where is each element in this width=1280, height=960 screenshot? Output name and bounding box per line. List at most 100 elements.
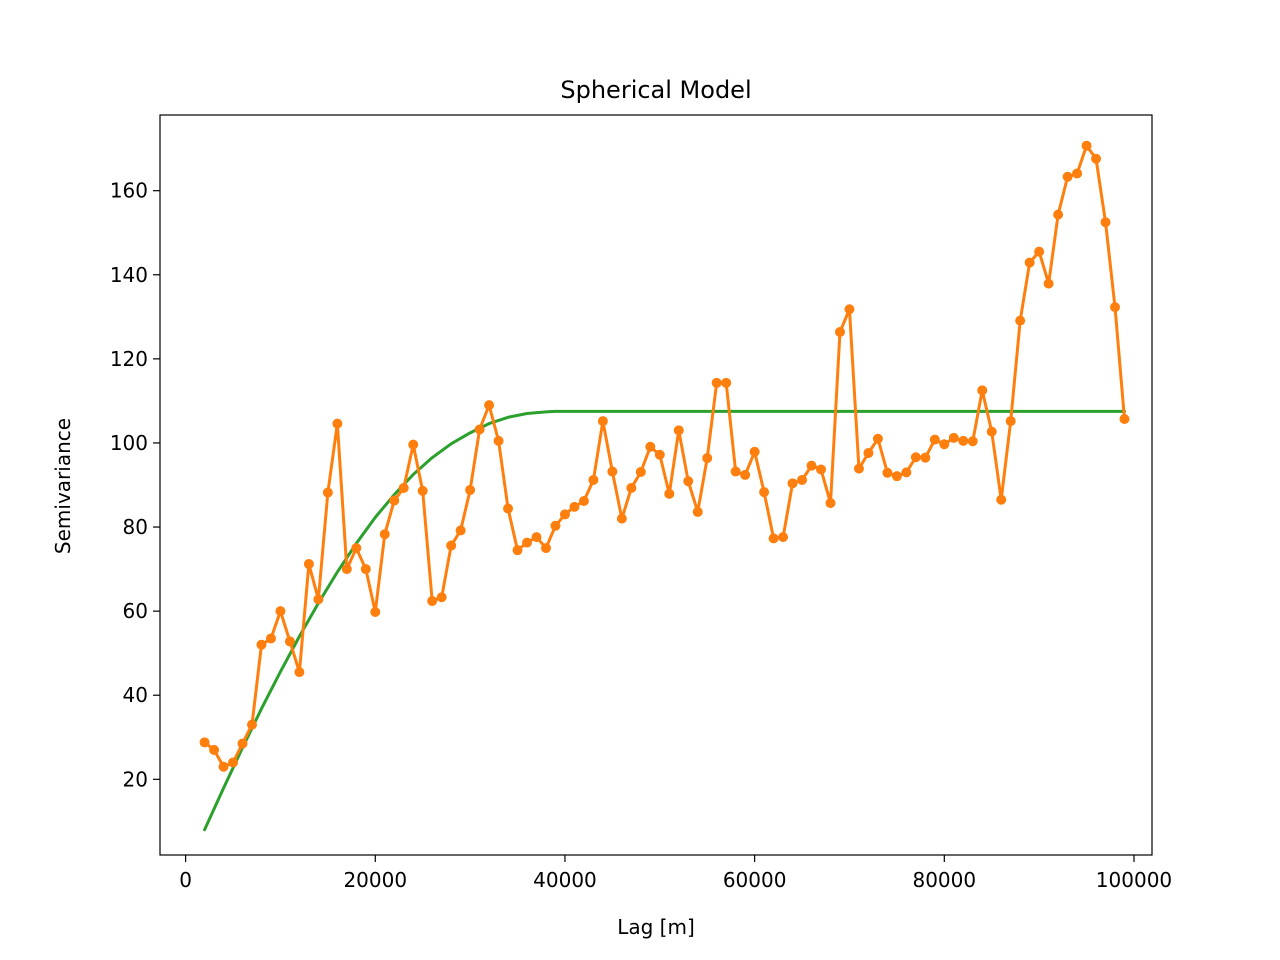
data-point-empirical — [503, 503, 514, 514]
data-point-empirical — [1110, 302, 1121, 313]
y-tick-label: 40 — [123, 683, 148, 707]
data-point-empirical — [882, 467, 893, 478]
data-point-empirical — [967, 436, 978, 447]
data-point-empirical — [417, 485, 428, 496]
chart-title: Spherical Model — [560, 76, 751, 104]
data-point-empirical — [351, 543, 362, 554]
data-point-empirical — [711, 377, 722, 388]
y-tick-label: 100 — [110, 431, 148, 455]
data-point-empirical — [237, 738, 248, 749]
data-point-empirical — [218, 761, 229, 772]
data-point-empirical — [588, 474, 599, 485]
data-point-empirical — [398, 482, 409, 493]
data-point-empirical — [427, 596, 438, 607]
data-point-empirical — [740, 469, 751, 480]
plot-area-background — [160, 115, 1152, 855]
data-point-empirical — [806, 460, 817, 471]
data-point-empirical — [787, 478, 798, 489]
data-point-empirical — [597, 416, 608, 427]
data-point-empirical — [522, 537, 533, 548]
data-point-empirical — [379, 529, 390, 540]
data-point-empirical — [370, 606, 381, 617]
data-point-empirical — [702, 453, 713, 464]
data-point-empirical — [759, 487, 770, 498]
data-point-empirical — [607, 466, 618, 477]
data-point-empirical — [199, 737, 210, 748]
data-point-empirical — [341, 564, 352, 575]
data-point-empirical — [569, 501, 580, 512]
data-point-empirical — [389, 495, 400, 506]
data-point-empirical — [1081, 140, 1092, 151]
data-point-empirical — [1119, 413, 1130, 424]
data-point-empirical — [872, 433, 883, 444]
data-point-empirical — [284, 636, 295, 647]
data-point-empirical — [550, 520, 561, 531]
data-point-empirical — [1043, 278, 1054, 289]
data-point-empirical — [265, 633, 276, 644]
plot-frame — [159, 114, 1153, 856]
data-point-empirical — [1034, 246, 1045, 257]
data-point-empirical — [654, 449, 665, 460]
data-point-empirical — [408, 439, 419, 450]
series-line-model — [203, 409, 1126, 832]
data-point-empirical — [332, 418, 343, 429]
data-point-empirical — [484, 400, 495, 411]
data-point-empirical — [1005, 416, 1016, 427]
data-point-empirical — [948, 432, 959, 443]
data-point-empirical — [863, 448, 874, 459]
y-tick-label: 160 — [110, 179, 148, 203]
data-point-empirical — [778, 532, 789, 543]
x-tick-label: 20000 — [343, 868, 407, 892]
data-point-empirical — [446, 540, 457, 551]
data-point-empirical — [920, 452, 931, 463]
data-point-empirical — [465, 485, 476, 496]
x-tick-label: 80000 — [912, 868, 976, 892]
data-point-empirical — [228, 757, 239, 768]
data-point-empirical — [1072, 168, 1083, 179]
y-tick-label: 60 — [123, 599, 148, 623]
data-point-empirical — [910, 452, 921, 463]
data-point-empirical — [474, 424, 485, 435]
data-point-empirical — [1024, 257, 1035, 268]
data-point-empirical — [209, 744, 220, 755]
x-axis-label: Lag [m] — [617, 915, 695, 939]
y-tick-label: 80 — [123, 515, 148, 539]
data-point-empirical — [939, 439, 950, 450]
data-point-empirical — [929, 434, 940, 445]
data-point-empirical — [540, 543, 551, 554]
data-point-empirical — [977, 385, 988, 396]
y-axis: 20 40 60 80 100 120 140 160 — [110, 179, 160, 791]
data-point-empirical — [275, 606, 286, 617]
data-point-empirical — [692, 506, 703, 517]
data-point-empirical — [730, 466, 741, 477]
x-tick-label: 0 — [179, 868, 192, 892]
data-point-empirical — [303, 559, 314, 570]
data-point-empirical — [1015, 315, 1026, 326]
data-point-empirical — [1100, 217, 1111, 228]
data-point-empirical — [531, 532, 542, 543]
data-point-empirical — [512, 545, 523, 556]
data-point-empirical — [436, 592, 447, 603]
data-point-empirical — [493, 435, 504, 446]
data-point-empirical — [246, 719, 257, 730]
data-point-empirical — [1053, 209, 1064, 220]
x-tick-label: 40000 — [533, 868, 597, 892]
data-point-empirical — [645, 441, 656, 452]
data-point-empirical — [313, 594, 324, 605]
y-axis-label: Semivariance — [51, 418, 75, 554]
x-tick-label: 60000 — [723, 868, 787, 892]
data-point-empirical — [455, 525, 466, 536]
series-layer — [199, 140, 1130, 832]
data-point-empirical — [360, 564, 371, 575]
data-point-empirical — [664, 488, 675, 499]
data-point-empirical — [683, 476, 694, 487]
data-point-empirical — [626, 482, 637, 493]
data-point-empirical — [673, 425, 684, 436]
data-point-empirical — [256, 639, 267, 650]
data-point-empirical — [721, 377, 732, 388]
data-point-empirical — [958, 435, 969, 446]
data-point-empirical — [816, 464, 827, 475]
y-tick-label: 20 — [123, 767, 148, 791]
